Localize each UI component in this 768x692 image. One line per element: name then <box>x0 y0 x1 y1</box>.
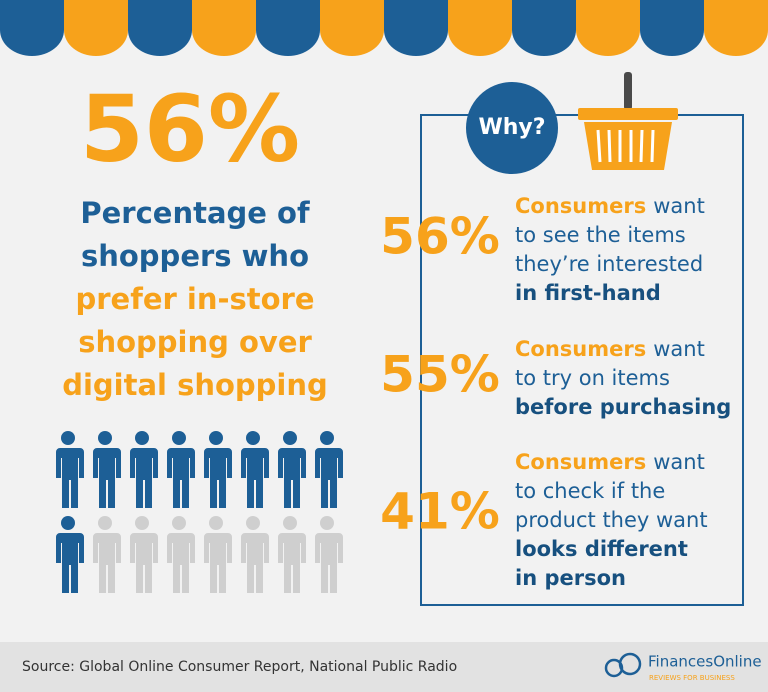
headline-description: Percentage of shoppers who prefer in-store… <box>62 196 328 402</box>
awning-stripe <box>512 0 576 56</box>
reason-line: product they want <box>515 508 708 532</box>
reason-bold-line: in first-hand <box>515 281 661 305</box>
description-line: digital shopping <box>62 368 328 402</box>
tagline: REVIEWS FOR BUSINESS <box>649 674 735 682</box>
awning-stripe <box>256 0 320 56</box>
reason-text: want <box>653 194 705 218</box>
reason-line: Consumers want <box>515 450 705 474</box>
reason-line: they’re interested <box>515 252 703 276</box>
reason-bold-line: looks different <box>515 537 688 561</box>
awning-stripe <box>384 0 448 56</box>
reason-stat: 55% <box>380 346 500 404</box>
description-line: shoppers who <box>81 239 309 273</box>
headline-stat: 56% <box>80 75 300 182</box>
why-badge <box>466 82 558 174</box>
reason-line: to try on items <box>515 366 670 390</box>
description-line: shopping over <box>78 325 312 359</box>
awning-stripe <box>192 0 256 56</box>
basket-icon <box>578 72 678 170</box>
reason-bold-line: before purchasing <box>515 395 731 419</box>
reason-stat: 56% <box>380 208 500 266</box>
logo-icon <box>604 652 642 678</box>
reason-bold-line: in person <box>515 566 626 590</box>
awning-stripe <box>128 0 192 56</box>
why-label: Why? <box>478 115 545 140</box>
description-line: prefer in-store <box>75 282 314 316</box>
reason-line: to check if the <box>515 479 665 503</box>
reason-line: Consumers want <box>515 194 705 218</box>
reason-highlight: Consumers <box>515 450 646 474</box>
reason-text: want <box>653 337 705 361</box>
awning <box>0 0 768 56</box>
awning-stripe <box>320 0 384 56</box>
awning-stripe <box>576 0 640 56</box>
reason-text: want <box>653 450 705 474</box>
awning-stripe <box>64 0 128 56</box>
source: Source: Global Online Consumer Report, N… <box>22 659 457 675</box>
awning-stripe <box>448 0 512 56</box>
reasons: 56% Consumers want to see the items they’re … <box>380 194 731 590</box>
awning-stripe <box>704 0 768 56</box>
reason-highlight: Consumers <box>515 337 646 361</box>
brand: FinancesOnline <box>648 653 762 671</box>
reason-line: Consumers want <box>515 337 705 361</box>
description-line: Percentage of <box>80 196 310 230</box>
awning-stripe <box>0 0 64 56</box>
reason-stat: 41% <box>380 483 500 541</box>
reason-line: to see the items <box>515 223 686 247</box>
awning-stripe <box>640 0 704 56</box>
reason-highlight: Consumers <box>515 194 646 218</box>
